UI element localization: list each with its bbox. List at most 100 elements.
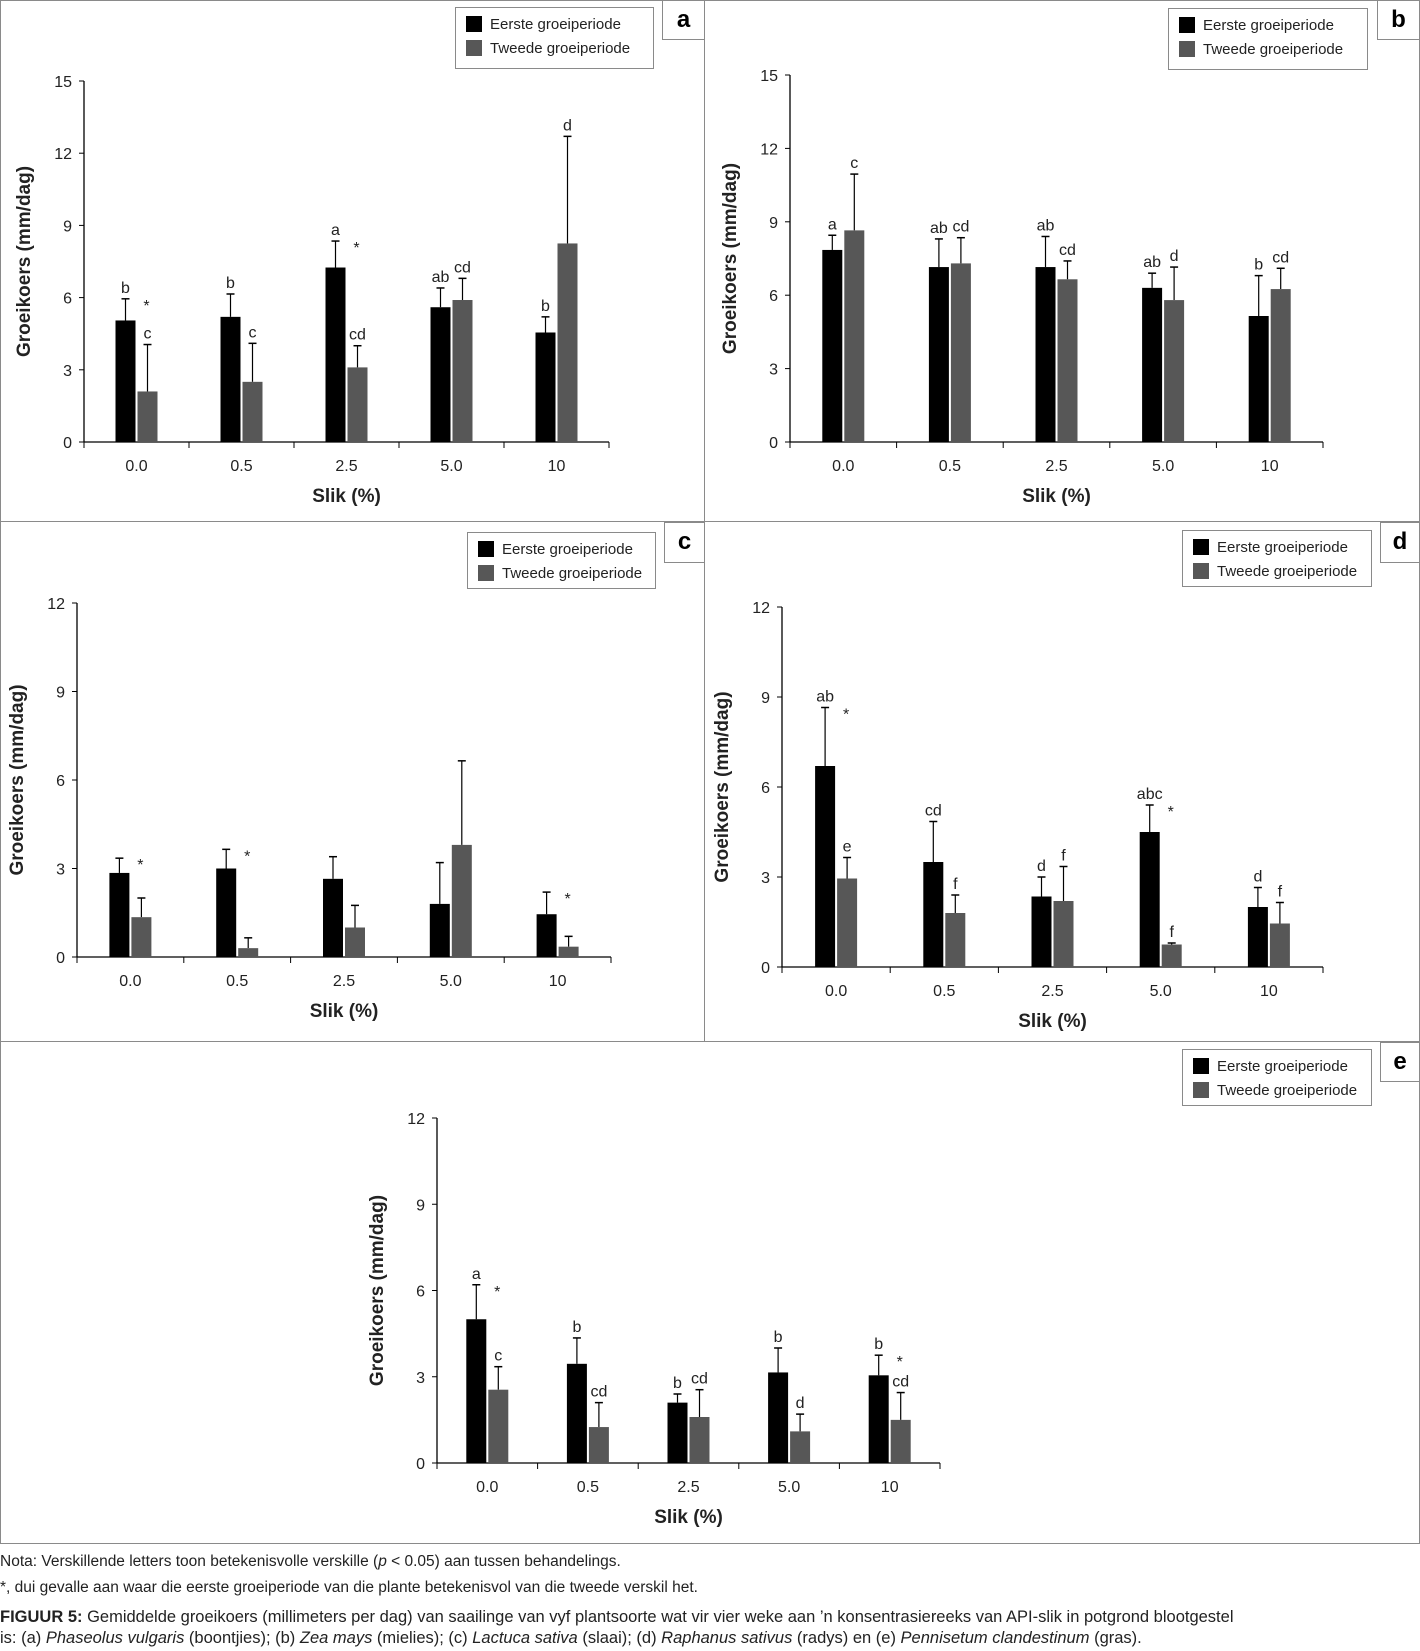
legend-label: Eerste groeiperiode xyxy=(502,540,633,558)
significance-letter: cd xyxy=(1272,249,1289,266)
caption-text: (slaai); (d) xyxy=(577,1629,662,1647)
bar-eerste xyxy=(815,766,836,967)
bar-eerste xyxy=(768,1372,789,1463)
bar-tweede xyxy=(837,878,858,967)
asterisk-marker: * xyxy=(1168,804,1174,821)
significance-letter: cd xyxy=(349,327,366,344)
asterisk-marker: * xyxy=(353,240,359,257)
bar-tweede xyxy=(131,917,152,957)
bar-tweede xyxy=(347,367,368,442)
y-tick-label: 3 xyxy=(761,870,770,887)
significance-letter: b xyxy=(226,275,235,292)
x-tick-label: 2.5 xyxy=(677,1479,699,1496)
legend-label: Tweede groeiperiode xyxy=(1203,40,1344,58)
legend-label: Tweede groeiperiode xyxy=(1217,1081,1358,1099)
x-tick-label: 10 xyxy=(548,458,566,475)
x-axis-label: Slik (%) xyxy=(654,1507,723,1528)
y-tick-label: 12 xyxy=(752,600,770,617)
significance-letter: b xyxy=(541,298,550,315)
bar-eerste xyxy=(928,267,949,442)
bar-eerste xyxy=(535,332,556,442)
y-tick-label: 6 xyxy=(63,291,72,308)
species-e: Pennisetum clandestinum xyxy=(900,1629,1090,1647)
x-axis-label: Slik (%) xyxy=(312,486,381,507)
y-tick-label: 6 xyxy=(761,780,770,797)
bar-eerste xyxy=(115,320,136,442)
nota-text-2: < 0.05) aan tussen behandelings. xyxy=(386,1553,621,1570)
y-tick-label: 15 xyxy=(760,68,778,85)
bar-tweede xyxy=(890,1419,911,1463)
y-tick-label: 0 xyxy=(769,435,778,452)
significance-letter: d xyxy=(1037,858,1046,875)
bar-eerste xyxy=(323,878,343,957)
bar-eerste xyxy=(667,1402,688,1463)
legend-item: Eerste groeiperiode xyxy=(466,12,643,36)
significance-letter: c xyxy=(144,326,152,343)
x-axis-label: Slik (%) xyxy=(1018,1011,1087,1032)
legend-e: Eerste groeiperiode Tweede groeiperiode xyxy=(1182,1049,1372,1106)
y-axis-label: Groeikoers (mm/dag) xyxy=(720,163,741,354)
significance-letter: d xyxy=(1253,869,1262,886)
bar-eerste xyxy=(220,316,241,442)
bar-eerste xyxy=(536,914,557,957)
x-tick-label: 0.5 xyxy=(230,458,252,475)
legend-swatch xyxy=(1193,1082,1209,1098)
bar-eerste xyxy=(822,249,843,442)
y-axis-label: Groeikoers (mm/dag) xyxy=(712,691,733,882)
x-tick-label: 5.0 xyxy=(1150,983,1172,1000)
y-tick-label: 0 xyxy=(761,960,770,977)
legend-c: Eerste groeiperiode Tweede groeiperiode xyxy=(467,532,656,589)
significance-letter: cd xyxy=(952,219,969,236)
y-tick-label: 3 xyxy=(416,1370,425,1387)
x-tick-label: 10 xyxy=(1260,983,1278,1000)
legend-swatch xyxy=(1179,17,1195,33)
legend-item: Tweede groeiperiode xyxy=(1193,559,1361,583)
y-tick-label: 9 xyxy=(416,1197,425,1214)
significance-letter: f xyxy=(1169,924,1174,941)
legend-b: Eerste groeiperiode Tweede groeiperiode xyxy=(1168,8,1368,70)
bar-tweede xyxy=(137,391,158,442)
species-c: Lactuca sativa xyxy=(472,1629,578,1647)
asterisk-marker: * xyxy=(897,1354,903,1371)
x-tick-label: 5.0 xyxy=(440,973,462,990)
y-tick-label: 3 xyxy=(56,862,65,879)
panel-letter: d xyxy=(1380,522,1420,563)
y-tick-label: 0 xyxy=(63,435,72,452)
legend-swatch xyxy=(1193,563,1209,579)
legend-label: Tweede groeiperiode xyxy=(1217,562,1358,580)
significance-letter: abc xyxy=(1137,786,1163,803)
legend-label: Eerste groeiperiode xyxy=(490,15,621,33)
bar-tweede xyxy=(488,1389,509,1463)
significance-letter: b xyxy=(874,1336,883,1353)
y-tick-label: 15 xyxy=(54,74,72,91)
bar-eerste xyxy=(868,1375,889,1463)
asterisk-marker: * xyxy=(564,891,570,908)
bar-eerste xyxy=(1031,896,1052,967)
bar-eerste xyxy=(566,1363,587,1463)
x-tick-label: 0.5 xyxy=(226,973,248,990)
bar-tweede xyxy=(689,1417,710,1463)
y-tick-label: 0 xyxy=(416,1456,425,1473)
legend-label: Tweede groeiperiode xyxy=(490,39,631,57)
significance-letter: a xyxy=(828,216,837,233)
bar-tweede xyxy=(1270,289,1291,442)
legend-item: Tweede groeiperiode xyxy=(466,36,643,60)
y-tick-label: 6 xyxy=(769,288,778,305)
x-tick-label: 0.0 xyxy=(125,458,147,475)
legend-d: Eerste groeiperiode Tweede groeiperiode xyxy=(1182,530,1372,587)
legend-label: Eerste groeiperiode xyxy=(1217,1057,1348,1075)
panel-letter: c xyxy=(664,522,705,563)
significance-letter: e xyxy=(843,839,852,856)
caption-label: FIGUUR 5: xyxy=(0,1608,83,1626)
bar-eerste xyxy=(1139,832,1160,967)
legend-item: Eerste groeiperiode xyxy=(478,537,645,561)
legend-swatch xyxy=(1193,1058,1209,1074)
x-tick-label: 5.0 xyxy=(440,458,462,475)
legend-item: Eerste groeiperiode xyxy=(1193,1054,1361,1078)
legend-item: Tweede groeiperiode xyxy=(1179,37,1357,61)
y-tick-label: 9 xyxy=(769,215,778,232)
y-tick-label: 0 xyxy=(56,950,65,967)
significance-letter: b xyxy=(572,1319,581,1336)
x-tick-label: 5.0 xyxy=(778,1479,800,1496)
charts-svg: 0 3 6 9 12 15 0.0 b c * 0.5 b c 2.5 a cd * 5.0 abc d 10 b d Sli… xyxy=(7,68,1324,1528)
